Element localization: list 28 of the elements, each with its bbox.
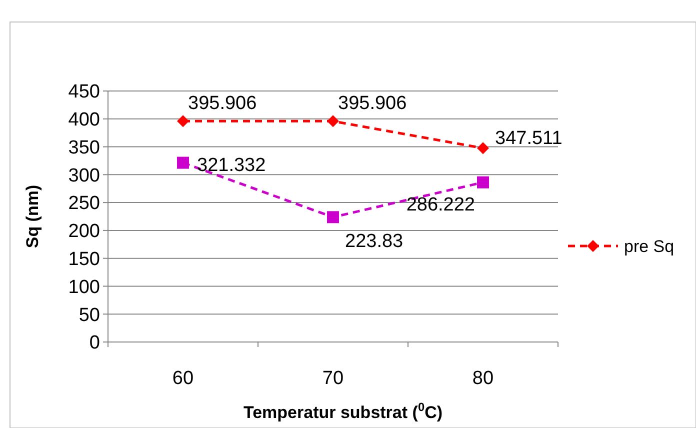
y-tick-label: 100 — [68, 276, 100, 298]
y-tick-label: 450 — [68, 82, 100, 103]
y-axis-title: Sq (nm) — [23, 184, 42, 248]
y-tick-label: 400 — [68, 110, 100, 131]
y-tick-label: 350 — [68, 137, 100, 158]
x-tick-label: 60 — [172, 368, 194, 389]
point — [327, 211, 339, 224]
y-tick-label: 150 — [68, 248, 100, 270]
point — [477, 142, 489, 154]
legend-label: pre Sq — [624, 236, 674, 256]
x-tick-label: 80 — [472, 368, 494, 389]
data-label: 347.511 — [495, 128, 562, 150]
point — [177, 156, 189, 169]
y-tick-label: 200 — [68, 221, 100, 242]
x-axis-title: Temperatur substrat ($^{0}$C) — [243, 400, 443, 422]
data-label: 395.906 — [188, 93, 257, 114]
y-tick-label: 0 — [89, 332, 100, 354]
point — [177, 115, 189, 128]
point — [327, 115, 339, 128]
y-tick-label: 50 — [78, 304, 100, 326]
y-tick-label: 300 — [68, 165, 100, 186]
x-tick-label: 70 — [322, 368, 344, 389]
data-label: 286.222 — [406, 194, 475, 216]
data-label: 395.906 — [338, 93, 407, 114]
data-label: 223.83 — [345, 231, 404, 252]
point — [477, 176, 489, 188]
y-tick-label: 250 — [68, 193, 100, 214]
data-label: 321.332 — [197, 154, 266, 176]
